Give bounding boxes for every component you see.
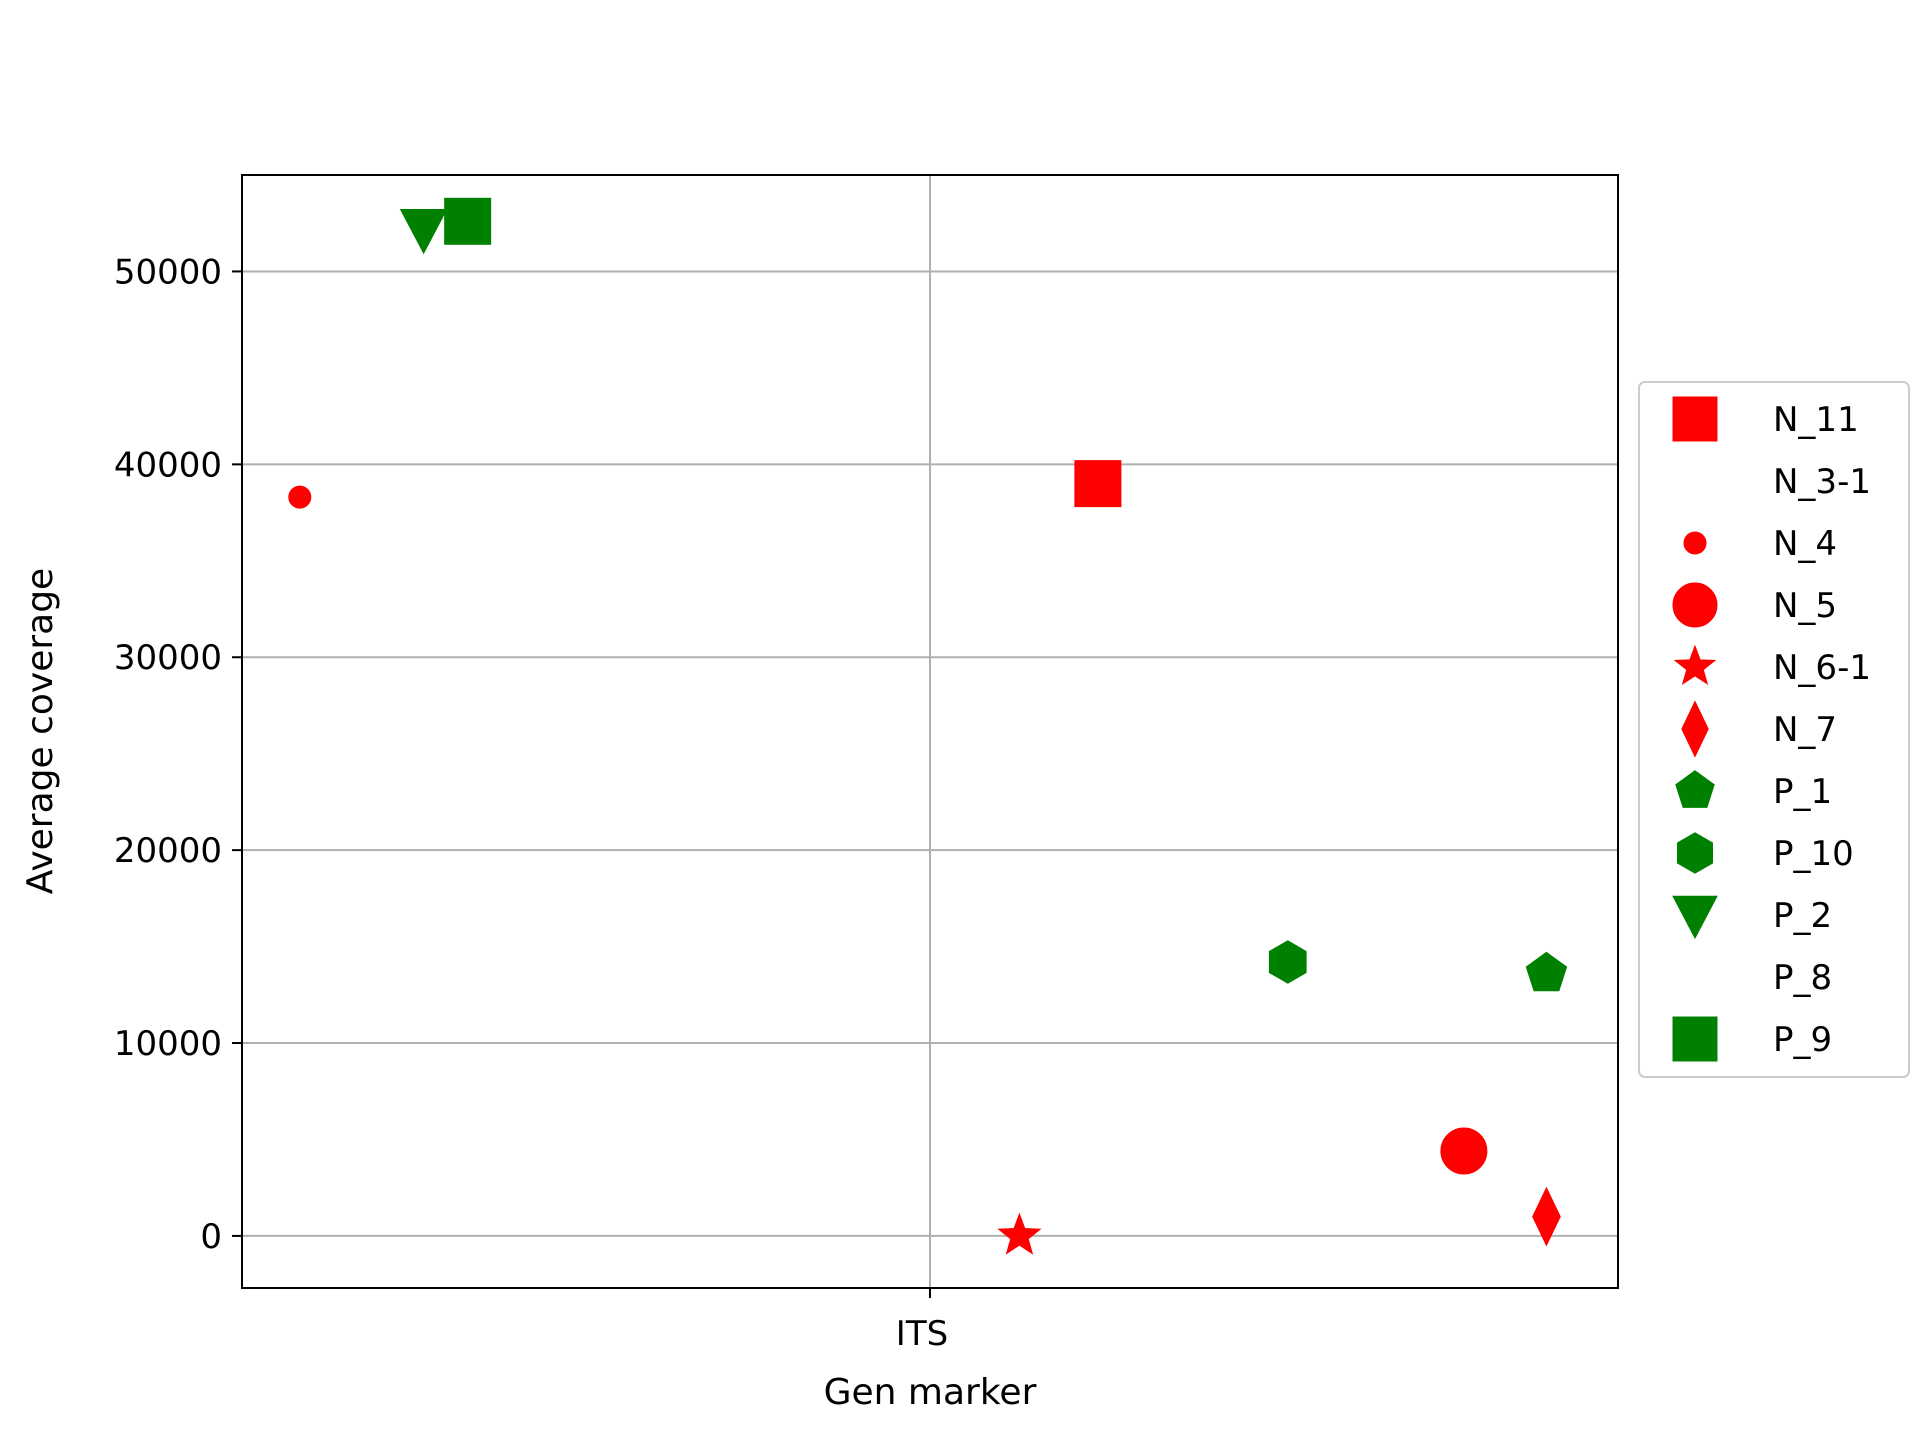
- y-tick-label: 20000: [114, 831, 222, 871]
- point-p_2: [399, 208, 448, 255]
- x-axis-label: Gen marker: [824, 1372, 1037, 1413]
- legend-marker: [1672, 895, 1718, 940]
- point-n_7: [1532, 1186, 1561, 1247]
- legend-entry-n_6-1: N_6-1: [1673, 644, 1871, 688]
- legend-marker: [1683, 531, 1707, 555]
- legend-label: N_7: [1773, 710, 1837, 750]
- legend-entry-n_4: N_4: [1683, 524, 1837, 564]
- legend-marker: [1672, 582, 1718, 628]
- legend-label: N_4: [1773, 524, 1837, 564]
- y-tick-label: 40000: [114, 445, 222, 485]
- y-tick-label: 30000: [114, 638, 222, 678]
- legend-label: P_2: [1773, 896, 1832, 936]
- legend-marker: [1672, 1016, 1718, 1062]
- legend-marker: [1675, 770, 1715, 808]
- legend-label: N_3-1: [1773, 462, 1871, 502]
- y-axis-label: Average coverage: [20, 568, 61, 894]
- x-tick-label: ITS: [896, 1314, 948, 1354]
- legend-label: N_6-1: [1773, 648, 1871, 688]
- y-tick-label: 10000: [114, 1024, 222, 1064]
- point-n_4: [288, 485, 312, 509]
- data-points: [288, 197, 1568, 1255]
- legend: N_11 N_3-1 N_4 N_5 N_6-1 N_7 P_1 P_10 P_2 P_8 P_9: [1638, 381, 1910, 1078]
- legend-entry-p_2: P_2: [1672, 895, 1832, 940]
- y-tick-label: 0: [200, 1217, 222, 1257]
- grid-lines: [242, 175, 1618, 1288]
- point-n_5: [1440, 1127, 1488, 1175]
- point-p_10: [1268, 940, 1307, 984]
- legend-entry-p_9: P_9: [1672, 1016, 1832, 1062]
- legend-entry-p_8: P_8: [1773, 958, 1832, 998]
- legend-marker: [1673, 644, 1717, 686]
- point-p_9: [444, 197, 492, 245]
- legend-entry-p_10: P_10: [1677, 832, 1854, 874]
- legend-entry-n_7: N_7: [1681, 700, 1837, 758]
- legend-entry-n_5: N_5: [1672, 582, 1837, 628]
- legend-label: P_1: [1773, 772, 1832, 812]
- legend-entry-n_3-1: N_3-1: [1773, 462, 1871, 502]
- y-axis-ticks: 0 10000 20000 30000 40000 50000: [114, 252, 242, 1257]
- point-n_11: [1074, 460, 1122, 508]
- legend-label: N_5: [1773, 586, 1837, 626]
- legend-label: P_8: [1773, 958, 1832, 998]
- legend-entry-p_1: P_1: [1675, 770, 1832, 812]
- y-tick-label: 50000: [114, 252, 222, 292]
- legend-marker: [1672, 396, 1718, 442]
- legend-entry-n_11: N_11: [1672, 396, 1859, 442]
- legend-marker: [1677, 832, 1713, 874]
- legend-marker: [1681, 700, 1709, 758]
- point-n_6-1: [997, 1212, 1042, 1255]
- legend-label: N_11: [1773, 400, 1859, 440]
- point-p_1: [1525, 951, 1568, 992]
- legend-label: P_9: [1773, 1020, 1832, 1060]
- x-axis-ticks: ITS: [896, 1288, 948, 1354]
- legend-label: P_10: [1773, 834, 1854, 874]
